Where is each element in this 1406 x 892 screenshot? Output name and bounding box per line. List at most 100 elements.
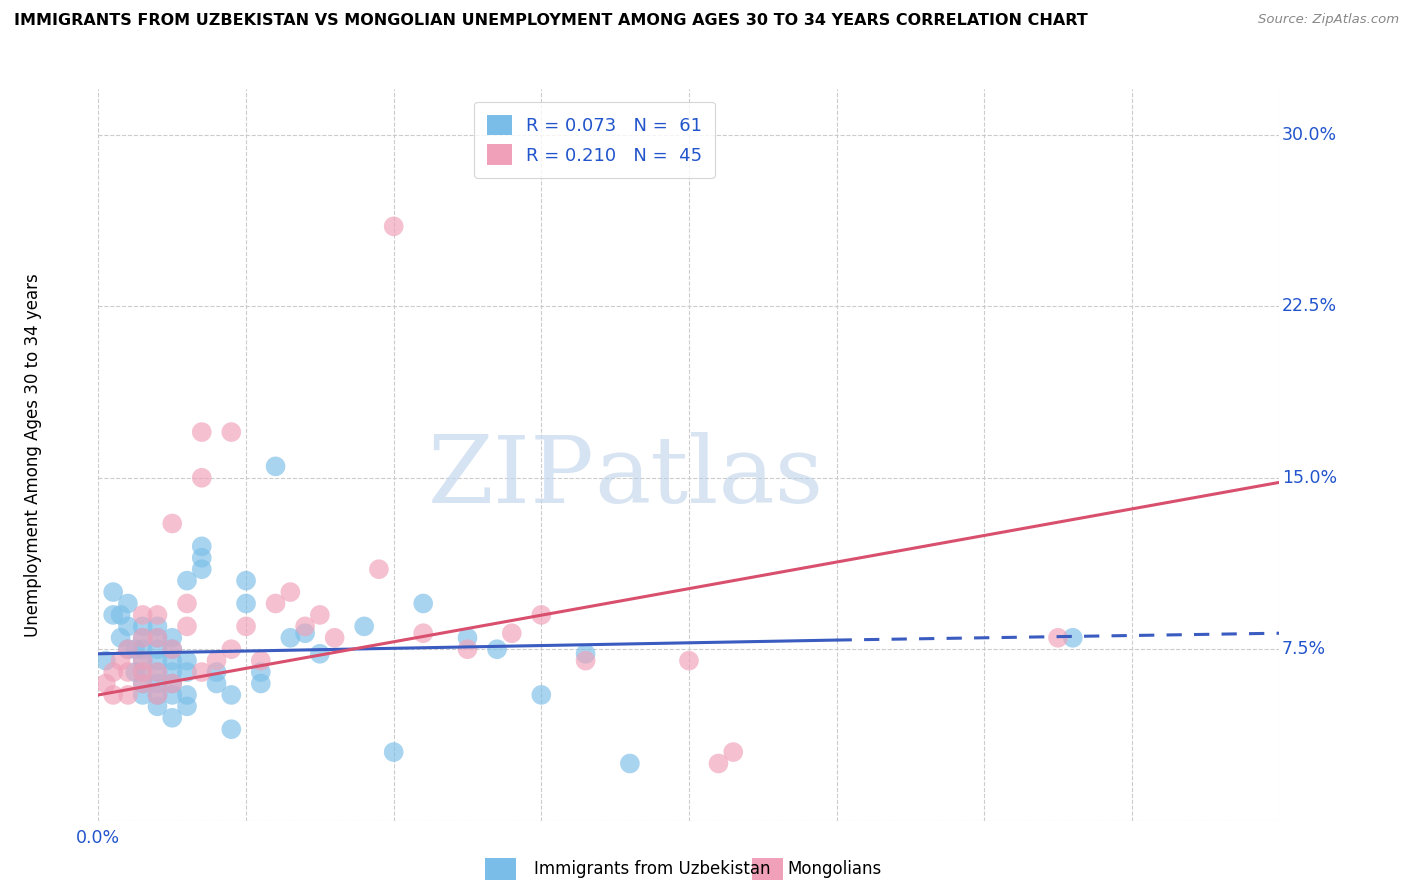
Point — [132, 631, 155, 645]
Point — [132, 642, 155, 657]
Point — [103, 665, 124, 679]
Point — [162, 642, 183, 657]
Point — [308, 607, 332, 622]
Legend: R = 0.073   N =  61, R = 0.210   N =  45: R = 0.073 N = 61, R = 0.210 N = 45 — [474, 102, 716, 178]
Text: atlas: atlas — [595, 432, 824, 522]
Point — [162, 665, 183, 679]
Point — [235, 574, 257, 588]
Point — [132, 654, 155, 668]
Point — [103, 688, 124, 702]
Text: ZIP: ZIP — [427, 432, 595, 522]
Text: Source: ZipAtlas.com: Source: ZipAtlas.com — [1258, 13, 1399, 27]
Point — [721, 745, 744, 759]
Point — [162, 516, 183, 531]
Text: Mongolians: Mongolians — [787, 860, 882, 878]
Point — [501, 626, 523, 640]
Point — [191, 539, 214, 553]
Point — [94, 654, 117, 668]
Point — [162, 654, 183, 668]
Point — [132, 619, 155, 633]
Point — [176, 619, 198, 633]
Point — [219, 688, 242, 702]
Point — [619, 756, 641, 771]
Point — [94, 676, 117, 690]
Point — [162, 631, 183, 645]
Point — [117, 642, 139, 657]
Text: 15.0%: 15.0% — [1282, 469, 1337, 487]
Point — [1046, 631, 1069, 645]
Point — [146, 688, 169, 702]
Point — [117, 642, 139, 657]
Text: Unemployment Among Ages 30 to 34 years: Unemployment Among Ages 30 to 34 years — [24, 273, 42, 637]
Point — [132, 654, 155, 668]
Text: 30.0%: 30.0% — [1282, 126, 1337, 144]
Point — [146, 665, 169, 679]
Point — [146, 665, 169, 679]
Point — [124, 642, 146, 657]
Point — [205, 665, 228, 679]
Point — [132, 676, 155, 690]
Point — [707, 756, 730, 771]
Point — [162, 642, 183, 657]
Point — [205, 676, 228, 690]
Point — [278, 631, 301, 645]
Point — [530, 607, 553, 622]
Point — [176, 699, 198, 714]
Point — [485, 642, 508, 657]
Point — [191, 562, 214, 576]
Point — [162, 676, 183, 690]
Point — [176, 654, 198, 668]
Point — [132, 665, 155, 679]
Point — [132, 607, 155, 622]
Point — [264, 459, 287, 474]
Point — [176, 688, 198, 702]
Text: IMMIGRANTS FROM UZBEKISTAN VS MONGOLIAN UNEMPLOYMENT AMONG AGES 30 TO 34 YEARS C: IMMIGRANTS FROM UZBEKISTAN VS MONGOLIAN … — [14, 13, 1088, 29]
Point — [235, 597, 257, 611]
Point — [146, 699, 169, 714]
Point — [191, 550, 214, 565]
Text: 22.5%: 22.5% — [1282, 297, 1337, 316]
Point — [574, 647, 596, 661]
Point — [162, 711, 183, 725]
Point — [205, 654, 228, 668]
Point — [146, 619, 169, 633]
Point — [132, 631, 155, 645]
Point — [162, 688, 183, 702]
Point — [191, 425, 214, 439]
Point — [235, 619, 257, 633]
Point — [117, 665, 139, 679]
Point — [162, 676, 183, 690]
Point — [132, 688, 155, 702]
Text: Immigrants from Uzbekistan: Immigrants from Uzbekistan — [534, 860, 770, 878]
Point — [146, 676, 169, 690]
Point — [367, 562, 389, 576]
Point — [132, 676, 155, 690]
Point — [146, 642, 169, 657]
Point — [1062, 631, 1084, 645]
Point — [219, 723, 242, 737]
Point — [191, 665, 214, 679]
Point — [146, 688, 169, 702]
Point — [219, 642, 242, 657]
Point — [574, 654, 596, 668]
Point — [124, 665, 146, 679]
Point — [294, 619, 316, 633]
Point — [219, 425, 242, 439]
Text: 7.5%: 7.5% — [1282, 640, 1326, 658]
Point — [382, 745, 405, 759]
Point — [176, 574, 198, 588]
Point — [278, 585, 301, 599]
Point — [176, 665, 198, 679]
Point — [146, 631, 169, 645]
Point — [250, 665, 273, 679]
Point — [117, 597, 139, 611]
Point — [146, 631, 169, 645]
Point — [353, 619, 375, 633]
Point — [264, 597, 287, 611]
Point — [132, 665, 155, 679]
Text: 0.0%: 0.0% — [76, 830, 121, 847]
Point — [323, 631, 346, 645]
Point — [308, 647, 332, 661]
Point — [117, 619, 139, 633]
Point — [146, 654, 169, 668]
